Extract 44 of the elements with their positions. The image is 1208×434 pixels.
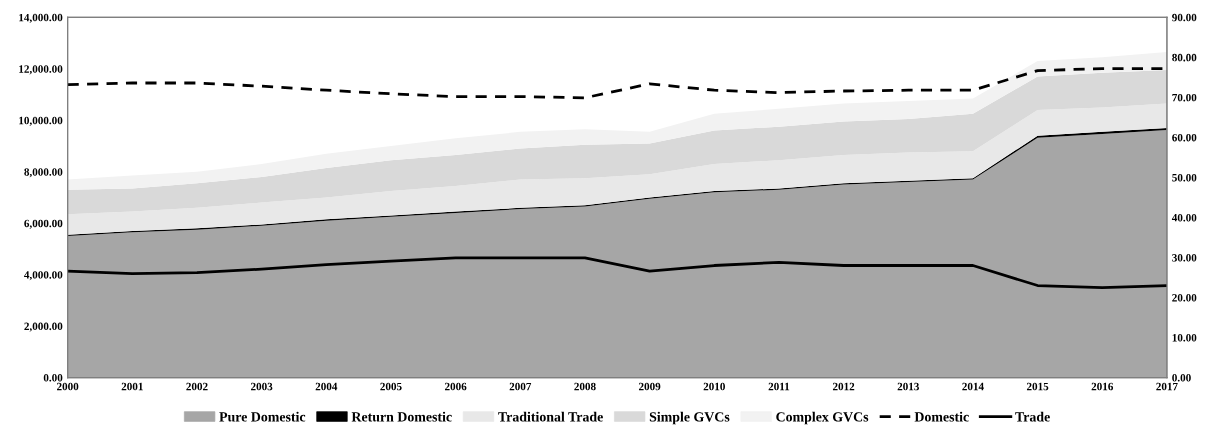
x-tick-label: 2003 <box>250 382 273 391</box>
x-tick-label: 2004 <box>315 382 338 391</box>
x-tick-label: 2015 <box>1026 382 1049 391</box>
legend-label: Domestic <box>914 411 969 422</box>
legend-label: Pure Domestic <box>219 411 306 422</box>
x-tick-label: 2001 <box>121 382 143 391</box>
y2-tick-label: 0.00 <box>1172 374 1191 382</box>
legend-label: Complex GVCs <box>776 411 869 425</box>
legend-label: Return Domestic <box>351 411 452 422</box>
y-tick-label: 0.00 <box>43 374 63 382</box>
x-tick-label: 2007 <box>509 382 532 391</box>
x-tick-label: 2002 <box>186 382 208 391</box>
x-tick-label: 2010 <box>703 382 725 391</box>
y-tick-label: 8,000.00 <box>24 168 63 178</box>
x-tick-label: 2012 <box>832 382 855 391</box>
line-series <box>67 256 1167 289</box>
legend-label: Simple GVCs <box>649 411 730 425</box>
x-tick-label: 2000 <box>57 382 79 391</box>
x-tick-label: 2016 <box>1091 382 1114 391</box>
y2-tick-label: 80.00 <box>1172 53 1197 62</box>
x-tick-label: 2008 <box>574 382 596 391</box>
y2-tick-label: 60.00 <box>1172 133 1197 142</box>
y2-tick-label: 40.00 <box>1171 213 1197 222</box>
x-tick-label: 2005 <box>380 382 402 391</box>
x-tick-label: 2009 <box>638 382 661 391</box>
y2-tick-label: 30.00 <box>1172 253 1197 262</box>
x-tick-label: 2011 <box>768 382 790 391</box>
y-tick-label: 14,000.00 <box>19 13 63 23</box>
legend-label: Traditional Trade <box>498 411 603 422</box>
x-tick-label: 2017 <box>1156 382 1178 391</box>
y2-tick-label: 20.00 <box>1172 294 1197 302</box>
y2-tick-label: 90.00 <box>1172 13 1197 22</box>
y-tick-label: 2,000.00 <box>24 322 63 332</box>
y2-tick-label: 10.00 <box>1172 334 1197 342</box>
y-tick-label: 4,000.00 <box>24 271 63 281</box>
x-tick-label: 2006 <box>444 382 467 391</box>
y2-tick-label: 50.00 <box>1172 173 1197 182</box>
x-tick-label: 2014 <box>962 382 984 391</box>
y-tick-label: 12,000.00 <box>19 65 63 75</box>
legend-label: Trade <box>1015 411 1050 422</box>
y2-tick-label: 70.00 <box>1172 93 1197 102</box>
x-tick-label: 2013 <box>897 382 919 391</box>
y-tick-label: 10,000.00 <box>19 116 63 126</box>
y-tick-label: 6,000.00 <box>24 219 63 229</box>
